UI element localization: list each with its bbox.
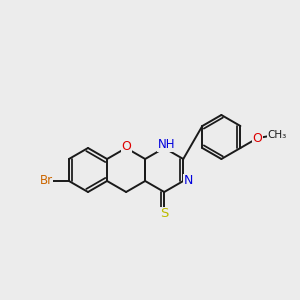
Text: O: O: [121, 140, 131, 152]
Text: NH: NH: [158, 139, 175, 152]
Text: O: O: [253, 132, 262, 145]
Text: S: S: [160, 207, 168, 220]
Text: N: N: [184, 175, 193, 188]
Text: Br: Br: [40, 175, 52, 188]
Text: CH₃: CH₃: [267, 130, 286, 140]
